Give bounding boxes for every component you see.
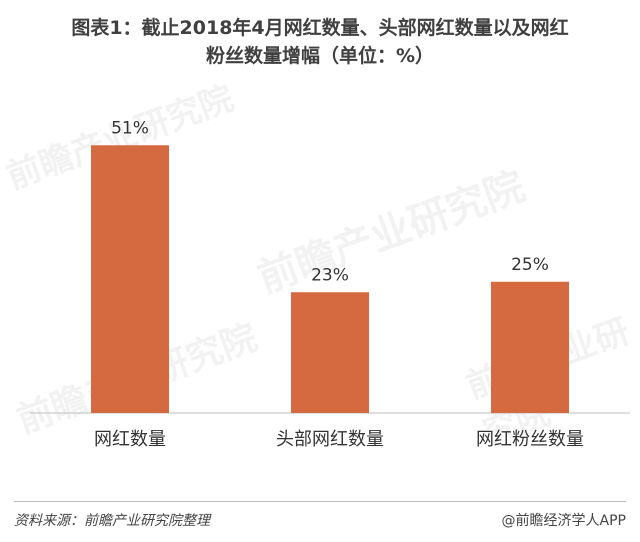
chart-title: 图表1：截止2018年4月网红数量、头部网红数量以及网红 粉丝数量增幅（单位：%… (0, 14, 640, 70)
bar (291, 292, 369, 413)
x-tick-label: 网红数量 (94, 429, 166, 450)
source-note: 资料来源：前瞻产业研究院整理 (14, 513, 210, 529)
bar (91, 145, 169, 413)
x-tick-label: 头部网红数量 (276, 429, 384, 450)
chart-title-line-2: 粉丝数量增幅（单位：%） (205, 45, 435, 67)
x-tick-label: 网红粉丝数量 (476, 429, 584, 450)
data-label: 51% (111, 118, 149, 138)
brand-credit: @前瞻经济学人APP (501, 513, 626, 529)
bar (491, 281, 569, 413)
data-label: 25% (511, 255, 549, 275)
data-label: 23% (311, 265, 349, 285)
chart-title-line-1: 图表1：截止2018年4月网红数量、头部网红数量以及网红 (71, 17, 569, 39)
bar-chart: 51% 网红数量 23% 头部网红数量 25% 网红粉丝数量 (30, 118, 630, 450)
footer-divider (14, 501, 626, 502)
